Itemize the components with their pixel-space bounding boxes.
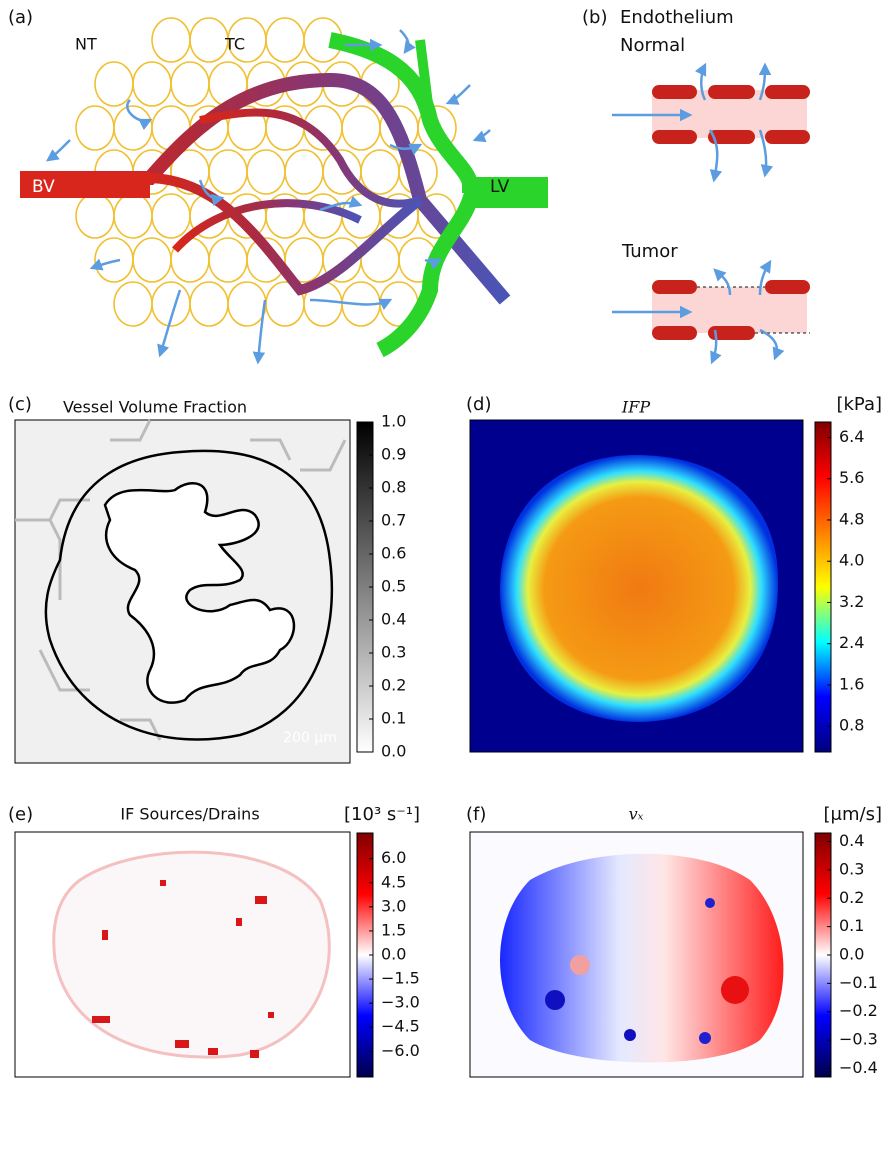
- tick-label: 0.3: [381, 643, 406, 662]
- unit-label: [kPa]: [836, 394, 882, 415]
- cell: [361, 150, 399, 194]
- tick-label: 0.1: [381, 709, 406, 728]
- cell: [285, 150, 323, 194]
- tick-label: 0.9: [381, 445, 406, 464]
- cell: [114, 194, 152, 238]
- tick-label: −3.0: [381, 993, 420, 1012]
- tick-label: 3.2: [839, 592, 864, 611]
- panel-label: (f): [466, 804, 486, 825]
- cell: [152, 18, 190, 62]
- tick-label: 0.7: [381, 511, 406, 530]
- tick-label: 4.0: [839, 551, 864, 570]
- tick-label: 0.8: [381, 478, 406, 497]
- tick-label: 1.5: [381, 920, 406, 939]
- section-label: Tumor: [621, 241, 678, 262]
- tick-label: 0.2: [839, 888, 864, 907]
- cell: [190, 18, 228, 62]
- colorbar: [815, 422, 831, 752]
- cell: [114, 106, 152, 150]
- cell: [133, 238, 171, 282]
- tick-label: 0.0: [839, 945, 864, 964]
- cell: [247, 150, 285, 194]
- panel-title: IF Sources/Drains: [120, 805, 259, 824]
- tick-label: 6.4: [839, 427, 864, 446]
- tick-label: −4.5: [381, 1017, 420, 1036]
- panel-label: (b): [582, 7, 607, 28]
- cell: [266, 18, 304, 62]
- vessel-label: LV: [490, 177, 510, 197]
- tick-label: 1.0: [381, 412, 406, 431]
- cell: [209, 150, 247, 194]
- region-label: TC: [224, 35, 245, 54]
- cell: [95, 238, 133, 282]
- tick-label: 1.6: [839, 674, 864, 693]
- cell: [76, 106, 114, 150]
- tick-label: 4.5: [381, 872, 406, 891]
- tick-label: 0.4: [839, 831, 864, 850]
- cell: [114, 282, 152, 326]
- cell: [342, 106, 380, 150]
- tick-label: 0.0: [381, 945, 406, 964]
- cell: [190, 282, 228, 326]
- tick-label: −0.1: [839, 973, 878, 992]
- velocity-field: [500, 854, 783, 1063]
- panel-label: (a): [8, 7, 33, 28]
- cell: [152, 194, 190, 238]
- figure: (a) NT TC BV LV (b) Endothelium Normal T…: [0, 0, 888, 1168]
- region-label: NT: [75, 35, 97, 54]
- cell: [304, 194, 342, 238]
- tick-label: 0.8: [839, 716, 864, 735]
- source-field: [54, 852, 330, 1057]
- panel-title: Vessel Volume Fraction: [63, 398, 247, 417]
- vessel: [200, 112, 420, 203]
- cell: [133, 62, 171, 106]
- tick-label: 0.5: [381, 577, 406, 596]
- cell: [228, 282, 266, 326]
- panel-title: Endothelium: [620, 7, 734, 28]
- unit-label: [10³ s⁻¹]: [344, 804, 420, 825]
- panel-title: IFP: [621, 398, 650, 417]
- cell: [95, 62, 133, 106]
- panel-label: (c): [8, 394, 32, 415]
- tick-label: −0.3: [839, 1030, 878, 1049]
- cell: [209, 238, 247, 282]
- tick-label: 0.4: [381, 610, 406, 629]
- tick-label: −0.4: [839, 1058, 878, 1077]
- tick-label: −1.5: [381, 969, 420, 988]
- tick-label: 0.1: [839, 916, 864, 935]
- section-label: Normal: [620, 35, 685, 56]
- tick-label: 3.0: [381, 896, 406, 915]
- tick-label: 0.3: [839, 859, 864, 878]
- panel-label: (d): [466, 394, 491, 415]
- tick-label: 6.0: [381, 848, 406, 867]
- panel-title: vₓ: [629, 805, 644, 824]
- tick-label: −0.2: [839, 1001, 878, 1020]
- scalebar-label: 200 μm: [283, 730, 337, 746]
- tick-label: 5.6: [839, 468, 864, 487]
- tick-label: 0.2: [381, 676, 406, 695]
- unit-label: [μm/s]: [824, 804, 882, 825]
- tick-label: −6.0: [381, 1041, 420, 1060]
- cell: [171, 62, 209, 106]
- panel-label: (e): [8, 804, 33, 825]
- vessel-label: BV: [32, 177, 55, 197]
- tick-label: 4.8: [839, 509, 864, 528]
- pressure-field: [500, 455, 778, 722]
- tick-label: 0.6: [381, 544, 406, 563]
- tick-label: 0.0: [381, 742, 406, 761]
- tick-label: 2.4: [839, 633, 864, 652]
- cell: [76, 194, 114, 238]
